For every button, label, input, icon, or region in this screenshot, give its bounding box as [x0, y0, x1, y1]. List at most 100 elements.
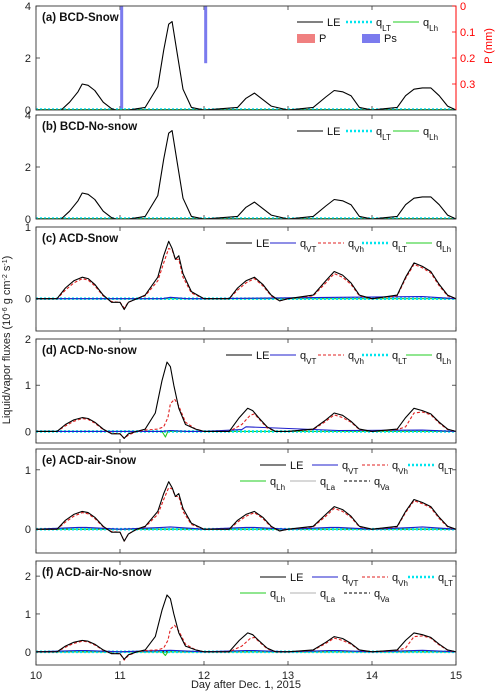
y-tick-label: 4 [25, 110, 31, 122]
legend-label-qva: qVa [374, 588, 390, 604]
legend-label-qlt: qLT [438, 572, 453, 588]
legend-label-main: q [392, 350, 398, 362]
legend-label-main: q [376, 126, 382, 138]
y-tick-label: 2 [25, 334, 31, 346]
legend-label-qlh: qLh [436, 350, 451, 366]
legend-label-main: P [319, 33, 326, 45]
y-tick-label: 1 [25, 222, 31, 234]
series-group [36, 240, 456, 311]
legend-label-le: LE [290, 572, 303, 584]
panel-title: (f) ACD-air-No-snow [42, 567, 152, 579]
panel-title: (a) BCD-Snow [42, 12, 119, 24]
legend-label-qlt: qLT [376, 126, 391, 142]
y-tick-label: 0 [25, 294, 31, 306]
legend-label-main: q [436, 350, 442, 362]
legend-label-qlh: qLh [436, 238, 451, 254]
legend-label-main: q [342, 572, 348, 584]
panel-title: (e) ACD-air-Snow [42, 455, 136, 467]
legend: LE qVT qVh qLT qLh [226, 238, 451, 254]
legend-label-main: q [438, 460, 444, 472]
legend-label-main: LE [290, 460, 303, 472]
y-axis-label-part: s [1, 265, 13, 274]
series-line-qvt [36, 649, 456, 653]
right-axis-tick-label: 0.2 [460, 53, 475, 65]
legend-label-sub: Lh [429, 24, 438, 33]
legend-label-main: q [320, 588, 326, 600]
y-axis-label-part: Liquid/vapor fluxes (10 [1, 314, 13, 425]
precip-bar-ps [204, 6, 208, 64]
legend-label-p: P [319, 33, 326, 45]
y-tick-label: 0 [25, 426, 31, 438]
x-tick-label: 14 [366, 670, 378, 682]
x-axis-label: Day after Dec. 1, 2015 [191, 679, 301, 691]
y-tick-label: 1 [25, 380, 31, 392]
legend-swatch-ps [362, 34, 380, 43]
legend-label-main: Ps [384, 33, 397, 45]
legend-label-qlh: qLh [270, 476, 285, 492]
series-line-le [36, 21, 456, 110]
legend-label-sub: Lh [442, 357, 451, 366]
panel-frame [35, 448, 457, 554]
y-tick-label: 1 [25, 465, 31, 477]
x-tick-label: 10 [30, 670, 42, 682]
legend-label-qvh: qVh [392, 460, 408, 476]
x-tick-label: 13 [282, 670, 294, 682]
legend-label-main: q [270, 476, 276, 488]
legend-label-qla: qLa [320, 476, 336, 492]
legend-label-main: q [438, 572, 444, 584]
legend-label-qlt: qLT [392, 238, 407, 254]
legend-label-main: q [436, 238, 442, 250]
legend-label-main: LE [256, 238, 269, 250]
panel-title: (b) BCD-No-snow [42, 121, 137, 133]
legend-label-main: q [376, 17, 382, 29]
legend-label-qvt: qVT [300, 238, 316, 254]
legend-label-sub: La [326, 483, 335, 492]
series-line-le [36, 361, 456, 439]
series-line-le [36, 481, 456, 542]
series-line-le [36, 594, 456, 660]
y-axis-label-exponent: -2 [2, 274, 9, 280]
legend-label-qlh: qLh [423, 126, 438, 142]
series-group [36, 361, 456, 439]
legend-label-sub: LT [398, 357, 407, 366]
legend-label-sub: La [326, 595, 335, 604]
legend-label-ps: Ps [384, 33, 397, 45]
legend-label-sub: Vh [398, 467, 408, 476]
series-line-qvt [36, 526, 456, 530]
legend-label-sub: VT [348, 579, 358, 588]
legend-label-main: q [270, 588, 276, 600]
legend-label-main: LE [290, 572, 303, 584]
legend-label-qlt: qLT [438, 460, 453, 476]
y-axis-label: Liquid/vapor fluxes (10-6 g cm-2 s-1) [1, 256, 13, 425]
legend-label-main: q [392, 238, 398, 250]
legend-label-qla: qLa [320, 588, 336, 604]
legend-label-main: q [300, 238, 306, 250]
legend-swatch-p [297, 34, 315, 43]
legend-label-sub: Lh [429, 133, 438, 142]
series-line-le [36, 130, 456, 219]
legend-label-sub: LT [444, 579, 453, 588]
y-axis-label-part: ) [1, 256, 13, 260]
x-tick-label: 11 [114, 670, 125, 682]
legend-label-main: q [392, 572, 398, 584]
legend-label-main: LE [256, 350, 269, 362]
x-tick-label: 12 [198, 670, 210, 682]
series-line-le [36, 240, 456, 311]
legend-label-main: q [348, 238, 354, 250]
legend-label-le: LE [327, 126, 340, 138]
legend-label-main: q [374, 588, 380, 600]
legend-label-main: q [392, 460, 398, 472]
legend-label-le: LE [256, 350, 269, 362]
legend-label-main: q [348, 350, 354, 362]
series-group [36, 481, 456, 542]
legend-label-main: q [423, 17, 429, 29]
legend-label-qlt: qLT [376, 17, 391, 33]
legend-label-sub: LT [382, 133, 391, 142]
legend-label-sub: Vh [354, 245, 364, 254]
legend-label-main: q [342, 460, 348, 472]
legend-label-main: LE [327, 17, 340, 29]
legend-label-sub: Vh [354, 357, 364, 366]
legend: LE qVT qVh qLT qLh [226, 350, 451, 366]
